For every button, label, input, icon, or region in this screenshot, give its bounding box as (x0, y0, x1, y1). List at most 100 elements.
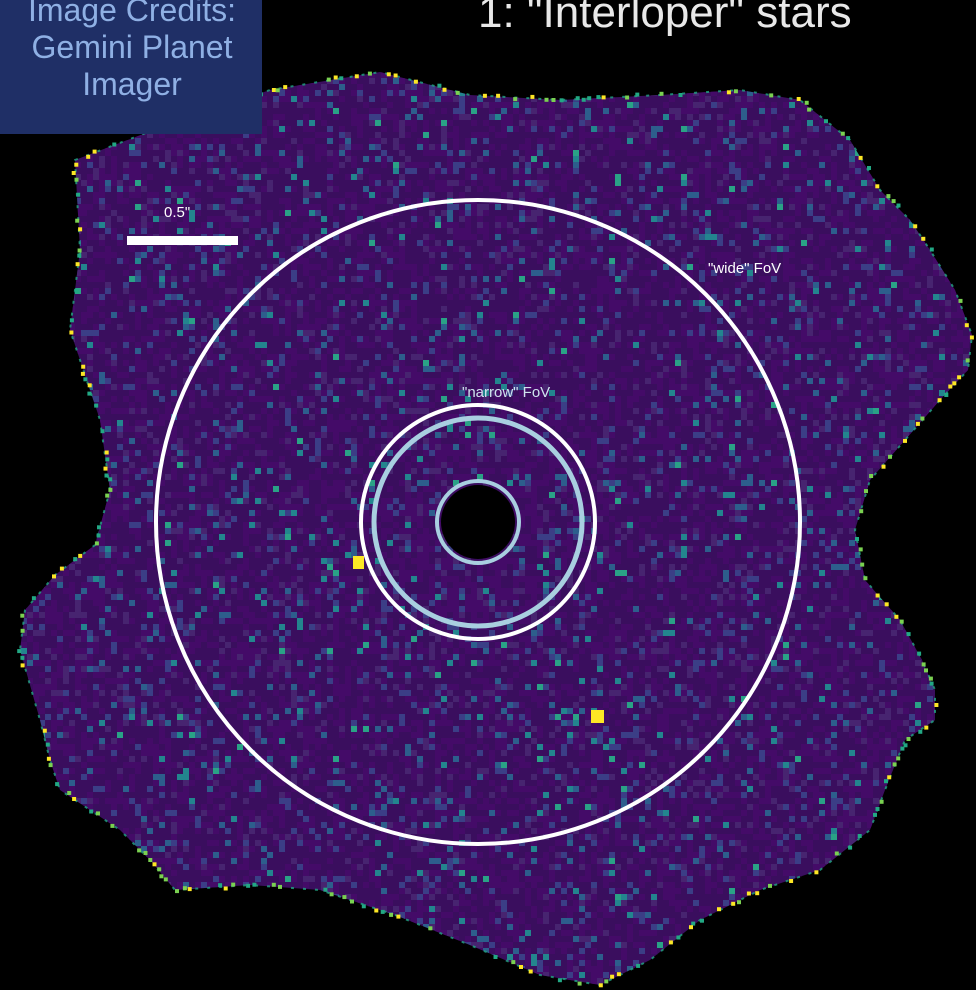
noise-pixel (603, 114, 609, 120)
noise-pixel (447, 324, 453, 330)
noise-pixel (393, 312, 399, 318)
noise-pixel (927, 390, 933, 396)
noise-pixel (651, 144, 657, 150)
noise-pixel (297, 306, 303, 312)
noise-pixel (99, 312, 105, 318)
noise-pixel (447, 150, 453, 156)
noise-pixel (459, 390, 465, 396)
noise-pixel (777, 234, 783, 240)
noise-pixel (369, 306, 375, 312)
noise-pixel (141, 306, 147, 312)
noise-pixel (333, 162, 339, 168)
noise-pixel (273, 150, 279, 156)
noise-pixel (705, 234, 711, 240)
noise-pixel (417, 138, 423, 144)
noise-pixel (555, 114, 561, 120)
noise-pixel (741, 330, 747, 336)
noise-pixel (135, 360, 141, 366)
noise-pixel (243, 204, 249, 210)
noise-pixel (543, 282, 549, 288)
noise-pixel (903, 312, 909, 318)
noise-pixel (765, 276, 771, 282)
noise-pixel (249, 240, 255, 246)
noise-pixel (705, 420, 711, 426)
noise-pixel (591, 258, 597, 264)
noise-pixel (261, 228, 267, 234)
noise-pixel (183, 390, 189, 396)
noise-pixel (291, 348, 297, 354)
noise-pixel (339, 204, 345, 210)
noise-pixel (237, 432, 243, 438)
noise-pixel (717, 426, 723, 432)
noise-pixel (615, 396, 621, 402)
noise-pixel (591, 360, 597, 366)
noise-pixel (537, 222, 543, 228)
noise-pixel (687, 300, 693, 306)
noise-pixel (417, 96, 423, 102)
noise-pixel (723, 342, 729, 348)
noise-pixel (633, 294, 639, 300)
noise-pixel (405, 198, 411, 204)
noise-pixel (519, 252, 525, 258)
noise-pixel (339, 426, 345, 432)
noise-pixel (801, 192, 807, 198)
noise-pixel (333, 198, 339, 204)
noise-pixel (723, 96, 729, 102)
noise-pixel (963, 366, 969, 372)
noise-pixel (219, 258, 225, 264)
noise-pixel (939, 390, 945, 396)
noise-pixel (795, 150, 801, 156)
noise-pixel (435, 336, 441, 342)
noise-pixel (849, 246, 855, 252)
noise-pixel (261, 96, 267, 102)
noise-pixel (339, 414, 345, 420)
noise-pixel (837, 336, 843, 342)
noise-pixel (915, 402, 921, 408)
noise-pixel (597, 132, 603, 138)
noise-pixel (303, 264, 309, 270)
noise-pixel (315, 378, 321, 384)
noise-pixel (129, 228, 135, 234)
noise-pixel (75, 210, 81, 216)
noise-pixel (795, 306, 801, 312)
noise-pixel (375, 378, 381, 384)
noise-pixel (519, 258, 525, 264)
noise-pixel (465, 390, 471, 396)
noise-pixel (591, 186, 597, 192)
noise-pixel (363, 282, 369, 288)
noise-pixel (315, 354, 321, 360)
noise-pixel (849, 258, 855, 264)
noise-pixel (573, 204, 579, 210)
noise-pixel (87, 306, 93, 312)
noise-pixel (309, 216, 315, 222)
noise-pixel (831, 294, 837, 300)
noise-pixel (87, 156, 93, 162)
noise-pixel (909, 294, 915, 300)
noise-pixel (411, 294, 417, 300)
noise-pixel (771, 270, 777, 276)
noise-pixel (453, 138, 459, 144)
noise-pixel (669, 366, 675, 372)
noise-pixel (645, 414, 651, 420)
noise-pixel (441, 384, 447, 390)
noise-pixel (195, 180, 201, 186)
noise-pixel (651, 138, 657, 144)
noise-pixel (393, 90, 399, 96)
noise-pixel (765, 288, 771, 294)
noise-pixel (627, 330, 633, 336)
noise-pixel (693, 228, 699, 234)
noise-pixel (615, 408, 621, 414)
noise-pixel (255, 426, 261, 432)
noise-pixel (933, 270, 939, 276)
noise-pixel (411, 372, 417, 378)
noise-pixel (171, 282, 177, 288)
noise-pixel (345, 408, 351, 414)
noise-pixel (765, 228, 771, 234)
noise-pixel (501, 336, 507, 342)
noise-pixel (171, 342, 177, 348)
noise-pixel (597, 228, 603, 234)
noise-pixel (615, 312, 621, 318)
noise-pixel (429, 252, 435, 258)
noise-pixel (837, 384, 843, 390)
noise-pixel (867, 312, 873, 318)
